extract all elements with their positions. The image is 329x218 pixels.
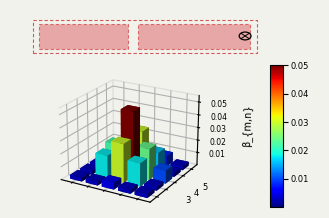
FancyBboxPatch shape (39, 24, 128, 49)
FancyBboxPatch shape (138, 24, 250, 49)
